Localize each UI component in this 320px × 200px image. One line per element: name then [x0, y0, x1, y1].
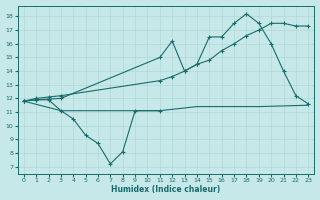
X-axis label: Humidex (Indice chaleur): Humidex (Indice chaleur) — [111, 185, 221, 194]
